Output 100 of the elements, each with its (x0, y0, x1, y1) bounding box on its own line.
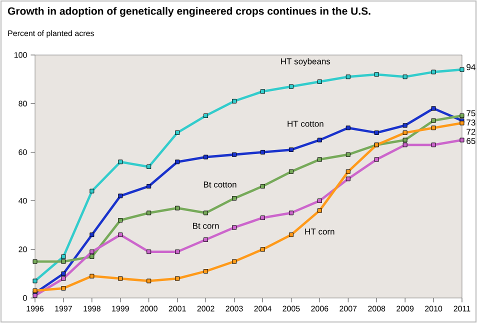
point (260, 216, 265, 220)
x-tick-label: 2006 (311, 306, 328, 312)
point (90, 232, 94, 238)
x-tick-label: 1998 (84, 306, 100, 312)
x-tick-label: 2001 (168, 306, 186, 312)
point (146, 164, 152, 170)
point (90, 250, 94, 254)
point (317, 198, 322, 204)
x-tick-label: 1999 (112, 306, 129, 312)
series-label: Bt corn (193, 222, 219, 229)
point (317, 208, 322, 213)
point (346, 126, 350, 130)
point (146, 250, 152, 254)
point (402, 142, 408, 148)
point (317, 79, 322, 84)
x-tick-label: 1996 (26, 306, 44, 312)
point (460, 138, 464, 142)
y-tick-label: 40 (18, 198, 27, 204)
point (118, 276, 123, 281)
point (146, 184, 152, 188)
point (431, 70, 436, 74)
point (402, 74, 408, 80)
point (204, 269, 208, 274)
y-axis-title: Percent of planted acres (8, 30, 94, 38)
x-tick-label: 2007 (340, 306, 357, 312)
point (204, 113, 208, 118)
point (460, 113, 464, 118)
point (431, 118, 436, 123)
point (204, 237, 208, 242)
data-label: 94 (466, 64, 476, 70)
point (288, 232, 294, 238)
point (288, 169, 294, 174)
point (460, 120, 464, 126)
point (460, 67, 464, 72)
x-tick-label: 2011 (454, 306, 470, 312)
data-label: 75 (466, 110, 476, 116)
point (90, 188, 94, 194)
point (146, 210, 152, 216)
point (61, 276, 66, 281)
point (402, 138, 408, 142)
y-tick-label: 0 (23, 295, 27, 301)
point (288, 148, 294, 152)
point (431, 126, 436, 130)
y-tick-label: 80 (18, 100, 27, 106)
point (374, 72, 379, 77)
point (431, 106, 436, 111)
x-tick-label: 2004 (254, 306, 272, 312)
point (32, 278, 38, 284)
point (232, 259, 237, 264)
point (232, 225, 237, 230)
chart-title: Growth in adoption of genetically engineered crops continues in the U.S. (8, 7, 370, 17)
point (402, 123, 408, 128)
series-label: Bt cotton (204, 182, 236, 188)
x-tick-label: 2005 (282, 306, 300, 312)
x-tick-label: 2008 (368, 306, 386, 312)
y-tick-label: 60 (18, 149, 27, 156)
series-label: HT soybeans (281, 58, 330, 66)
point (374, 157, 379, 162)
y-tick-label: 20 (18, 246, 27, 252)
point (346, 152, 350, 157)
point (260, 184, 265, 188)
point (204, 210, 208, 216)
series-label: HT cotton (288, 120, 324, 127)
point (260, 150, 265, 154)
point (61, 254, 66, 259)
point (346, 74, 350, 80)
point (317, 157, 322, 162)
point (118, 218, 123, 222)
point (118, 160, 123, 164)
point (175, 130, 180, 135)
data-label: 72 (466, 128, 476, 135)
point (61, 271, 66, 276)
point (90, 254, 94, 259)
point (175, 206, 180, 210)
x-tick-label: 2009 (396, 306, 414, 312)
point (232, 196, 237, 201)
point (232, 152, 237, 157)
x-tick-label: 2002 (197, 306, 214, 312)
x-tick-label: 2003 (226, 306, 243, 312)
point (260, 89, 265, 94)
point (346, 176, 350, 182)
point (346, 169, 350, 174)
series-label: HT corn (305, 228, 334, 235)
point (260, 247, 265, 252)
point (374, 130, 379, 135)
x-tick-label: 2010 (425, 306, 442, 312)
data-label: 65 (466, 138, 476, 144)
x-tick-label: 2000 (140, 306, 158, 312)
point (402, 130, 408, 135)
point (317, 138, 322, 142)
point (61, 286, 66, 291)
data-label: 73 (466, 120, 476, 126)
point (61, 259, 66, 264)
point (175, 160, 180, 164)
point (32, 259, 38, 264)
point (90, 274, 94, 278)
point (118, 194, 123, 198)
point (146, 278, 152, 284)
point (288, 210, 294, 216)
point (232, 98, 237, 104)
